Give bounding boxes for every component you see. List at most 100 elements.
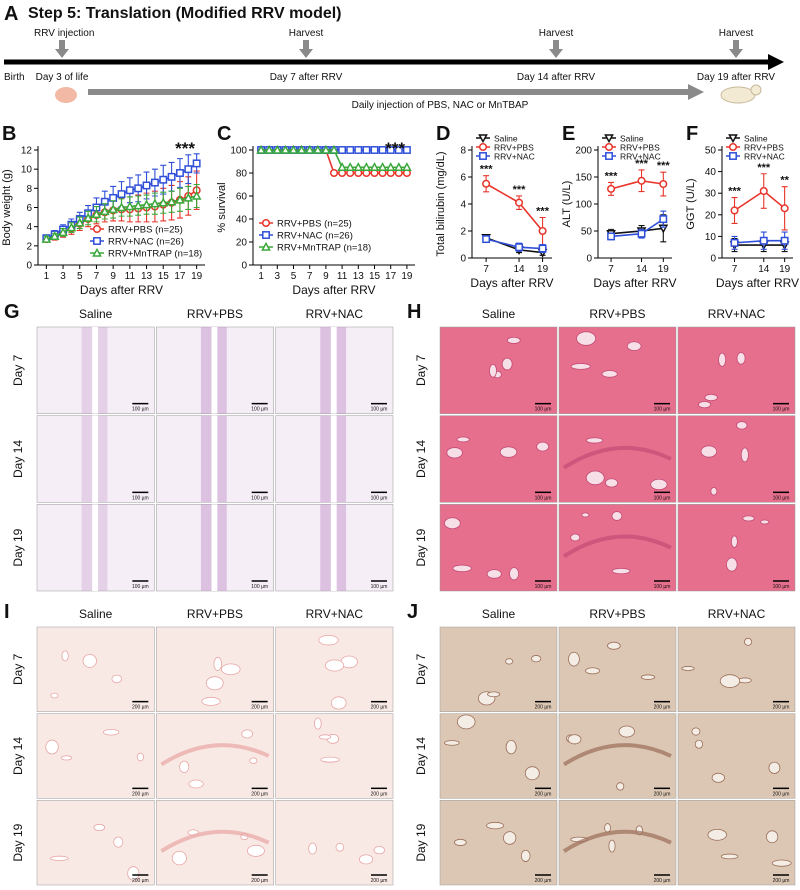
marker [321,144,331,154]
x-tick-label: 7 [732,264,738,275]
vessel [736,421,748,430]
marker [159,175,168,184]
x-axis-label: Days after RRV [292,283,375,297]
lumen [92,504,99,591]
x-axis-label: Days after RRV [470,276,553,290]
vessel [60,755,73,761]
y-tick-label: 100 [575,200,592,211]
vessel [570,533,581,542]
legend-label: RRV+MnTRAP (n=18) [108,249,202,260]
scale-label: 100 µm [371,407,388,413]
vessel [205,676,224,691]
x-tick-label: 14 [758,264,770,275]
vessel [524,766,540,781]
scale-label: 100 µm [535,584,552,590]
scale-label: 100 µm [773,407,790,413]
vessel [454,838,467,846]
vessel [358,854,374,865]
significance: *** [175,139,195,158]
x-axis-label: Days after RRV [716,276,799,290]
legend-label: RRV+NAC (n=26) [108,237,184,248]
marker [133,200,144,210]
column-header: RRV+NAC [708,607,766,621]
marker [338,146,347,154]
row-label: Day 19 [11,528,25,566]
legend-label: RRV+NAC [494,152,535,162]
y-tick-label: 40 [705,167,717,178]
vessel [704,393,718,402]
marker [183,192,194,202]
vessel [93,823,106,832]
y-tick-label: 10 [705,232,717,243]
significance: ** [780,175,789,187]
x-tick-label: 19 [537,264,549,275]
injection-arrowhead [688,84,704,100]
vessel [531,655,542,663]
vessel [503,831,517,845]
marker [41,233,52,243]
vessel [700,445,718,458]
column-header: RRV+NAC [708,307,766,321]
marker [607,232,616,241]
micrograph [36,713,155,799]
vessel [604,823,611,833]
event-arrow-stem [553,40,559,49]
y-tick-label: 8 [460,146,466,157]
scale-label: 200 µm [251,791,268,797]
lumen [330,415,337,503]
timeline-arrowhead [768,54,784,70]
significance: *** [536,206,550,218]
scale-label: 200 µm [535,791,552,797]
vessel [50,855,69,861]
marker [482,235,491,244]
panel-letter: H [407,301,421,323]
vessel [127,866,140,881]
y-tick-label: 2 [26,241,32,252]
marker [759,236,768,245]
vessel [318,635,339,646]
scale-label: 200 µm [773,878,790,884]
x-tick-label: 13 [353,271,365,282]
vessel [213,657,222,671]
event-bottom: Day 7 after RRV [270,72,343,83]
scale-label: 200 µm [654,791,671,797]
marker [329,168,339,178]
marker [637,176,646,185]
y-tick-label: 0 [460,254,466,265]
legend-label: RRV+MnTRAP (n=18) [277,243,371,254]
marker [150,178,159,187]
significance: *** [635,158,649,170]
vessel [61,650,69,662]
x-tick-label: 19 [779,264,791,275]
row-label: Day 14 [11,440,25,478]
marker [659,179,668,189]
marker [370,146,379,154]
column-header: RRV+PBS [589,607,645,621]
y-axis-label: % survival [216,182,228,232]
column-header: RRV+NAC [306,607,364,621]
row-label: Day 14 [11,737,25,775]
marker [158,197,169,207]
y-tick-label: 20 [705,210,717,221]
column-header: Saline [482,307,516,321]
fibrosis [562,445,672,470]
scale-label: 100 µm [535,407,552,413]
vessel [330,696,347,710]
lumen [211,504,218,591]
marker [312,144,323,154]
panel-letter: I [4,601,10,623]
y-tick-label: 200 [575,146,592,157]
vessel [691,727,701,736]
marker [288,144,299,154]
marker [166,196,177,206]
marker [92,224,102,234]
vessel [246,844,265,857]
significance: *** [657,160,671,172]
marker [482,179,491,188]
legend-label: RRV+PBS (n=25) [277,219,352,230]
scale-label: 200 µm [371,878,388,884]
scale-label: 100 µm [773,584,790,590]
vessel [738,677,752,684]
marker [272,144,283,154]
legend-label: Saline [494,134,518,144]
